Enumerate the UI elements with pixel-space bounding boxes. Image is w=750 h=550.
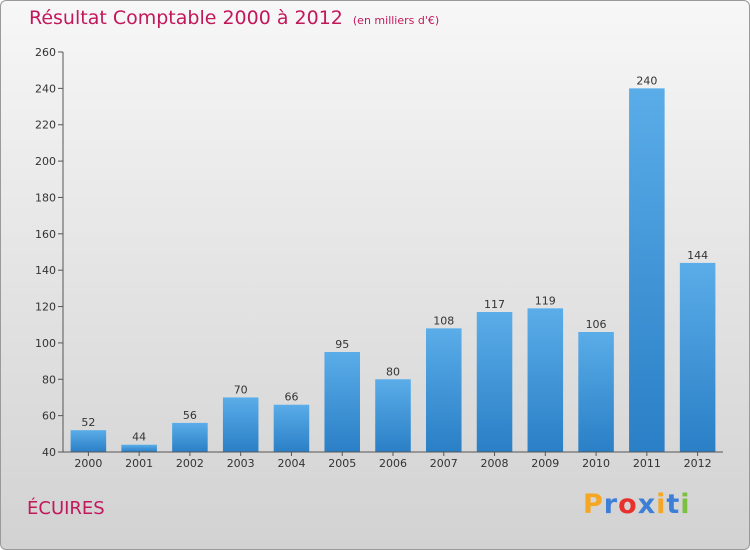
logo-letter: o bbox=[618, 489, 638, 520]
bar bbox=[426, 328, 462, 452]
bar-value-label: 119 bbox=[535, 294, 556, 307]
x-tick-label: 2005 bbox=[328, 457, 356, 470]
y-axis: 40 60 80 100 120 140 160 180 200 220 240 260 bbox=[35, 46, 64, 459]
bar-value-label: 44 bbox=[132, 431, 146, 444]
y-tick-label: 240 bbox=[35, 82, 56, 95]
bar bbox=[679, 262, 716, 452]
bar bbox=[172, 422, 208, 452]
y-tick-label: 100 bbox=[35, 337, 56, 350]
x-tick-label: 2010 bbox=[582, 457, 610, 470]
bar bbox=[527, 308, 564, 452]
bars: 52 44 56 70 66 95 80 108 117 119 106 240 144 bbox=[70, 74, 716, 452]
logo-letter: P bbox=[583, 489, 604, 520]
bar bbox=[70, 430, 107, 452]
bar bbox=[324, 352, 360, 452]
y-tick-label: 80 bbox=[42, 373, 56, 386]
logo-letter: i bbox=[656, 489, 667, 520]
y-tick-label: 60 bbox=[42, 410, 56, 423]
y-tick-label: 200 bbox=[35, 155, 56, 168]
y-tick-label: 140 bbox=[35, 264, 56, 277]
x-tick-label: 2012 bbox=[684, 457, 712, 470]
logo-letter: t bbox=[666, 489, 681, 520]
bar bbox=[222, 397, 259, 452]
y-tick-label: 120 bbox=[35, 301, 56, 314]
bar-value-label: 144 bbox=[687, 249, 708, 262]
x-tick-label: 2004 bbox=[277, 457, 305, 470]
x-tick-label: 2003 bbox=[227, 457, 255, 470]
bar-value-label: 66 bbox=[284, 391, 298, 404]
y-tick-label: 260 bbox=[35, 46, 56, 59]
chart-title: Résultat Comptable 2000 à 2012 (en millie… bbox=[29, 7, 439, 29]
bar bbox=[476, 312, 513, 452]
x-tick-label: 2006 bbox=[379, 457, 407, 470]
y-tick-label: 220 bbox=[35, 119, 56, 132]
x-tick-label: 2011 bbox=[633, 457, 661, 470]
unit-text: (en milliers d'€) bbox=[352, 14, 440, 27]
y-tick-label: 40 bbox=[42, 446, 56, 459]
x-tick-label: 2008 bbox=[481, 457, 509, 470]
bar bbox=[375, 379, 411, 452]
bar bbox=[121, 444, 157, 452]
bar-value-label: 52 bbox=[81, 416, 95, 429]
logo-letter: i bbox=[680, 489, 691, 520]
bar-value-label: 95 bbox=[335, 338, 349, 351]
x-tick-label: 2002 bbox=[176, 457, 204, 470]
x-axis: 2000 2001 2002 2003 2004 2005 2006 2007 2008 2009… bbox=[63, 451, 723, 470]
x-tick-label: 2000 bbox=[74, 457, 102, 470]
bar-value-label: 56 bbox=[183, 409, 197, 422]
x-tick-label: 2009 bbox=[531, 457, 559, 470]
bar bbox=[273, 404, 310, 452]
bar bbox=[578, 332, 614, 452]
place-name: ÉCUIRES bbox=[27, 498, 105, 519]
proxiti-logo: Proxiti bbox=[583, 489, 691, 520]
bar-value-label: 70 bbox=[234, 383, 248, 396]
bar bbox=[629, 88, 665, 452]
bar-value-label: 240 bbox=[636, 74, 657, 87]
y-tick-label: 180 bbox=[35, 191, 56, 204]
x-tick-label: 2007 bbox=[430, 457, 458, 470]
bar-value-label: 117 bbox=[484, 298, 505, 311]
bar-value-label: 106 bbox=[586, 318, 607, 331]
bar-value-label: 80 bbox=[386, 365, 400, 378]
logo-letter: r bbox=[603, 489, 619, 520]
title-text: Résultat Comptable 2000 à 2012 bbox=[29, 7, 343, 29]
bar-value-label: 108 bbox=[433, 314, 454, 327]
x-tick-label: 2001 bbox=[125, 457, 153, 470]
y-tick-label: 160 bbox=[35, 228, 56, 241]
logo-letter: x bbox=[637, 489, 657, 520]
